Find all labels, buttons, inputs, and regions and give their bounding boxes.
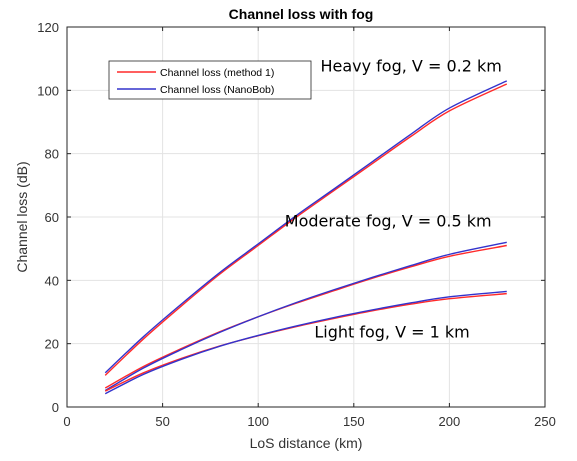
y-tick-label: 20: [45, 337, 59, 352]
annotations: Heavy fog, V = 0.2 km Moderate fog, V = 0…: [285, 56, 502, 341]
y-axis-label: Channel loss (dB): [14, 161, 30, 272]
y-tick-label: 0: [52, 400, 59, 415]
legend-label-method1: Channel loss (method 1): [160, 67, 274, 79]
chart-title: Channel loss with fog: [229, 6, 374, 22]
legend: Channel loss (method 1) Channel loss (Na…: [108, 60, 312, 100]
series-line-heavy-fog-channel-loss-method-1: [104, 83, 508, 376]
y-tick-label: 120: [37, 20, 59, 35]
x-tick-label: 250: [534, 414, 556, 429]
x-tick-label: 50: [155, 414, 169, 429]
x-tick-label: 100: [247, 414, 269, 429]
x-axis-label: LoS distance (km): [250, 435, 363, 451]
annotation-label: Moderate fog, V = 0.5 km: [285, 212, 492, 231]
x-tick-label: 150: [343, 414, 365, 429]
y-tick-label: 80: [45, 147, 59, 162]
y-tick-label: 40: [45, 273, 59, 288]
y-tick-label: 100: [37, 83, 59, 98]
y-tick-label: 60: [45, 210, 59, 225]
annotation-label: Heavy fog, V = 0.2 km: [320, 56, 501, 75]
annotation-label: Light fog, V = 1 km: [314, 322, 469, 341]
axis-ticks: 0 50 100 150 200 250 0 20 40 60 80 100 120: [37, 20, 556, 429]
series-lines: [104, 80, 508, 395]
x-tick-label: 200: [439, 414, 461, 429]
series-line-heavy-fog-channel-loss-nanobob: [104, 80, 508, 374]
series-line-light-fog-channel-loss-method-1: [104, 292, 507, 392]
series-line-light-fog-channel-loss-nanobob: [104, 290, 507, 395]
legend-box: [108, 60, 312, 100]
legend-label-nanobob: Channel loss (NanoBob): [160, 84, 274, 96]
x-tick-label: 0: [63, 414, 70, 429]
series-line-moderate-fog-channel-loss-nanobob: [104, 241, 507, 392]
